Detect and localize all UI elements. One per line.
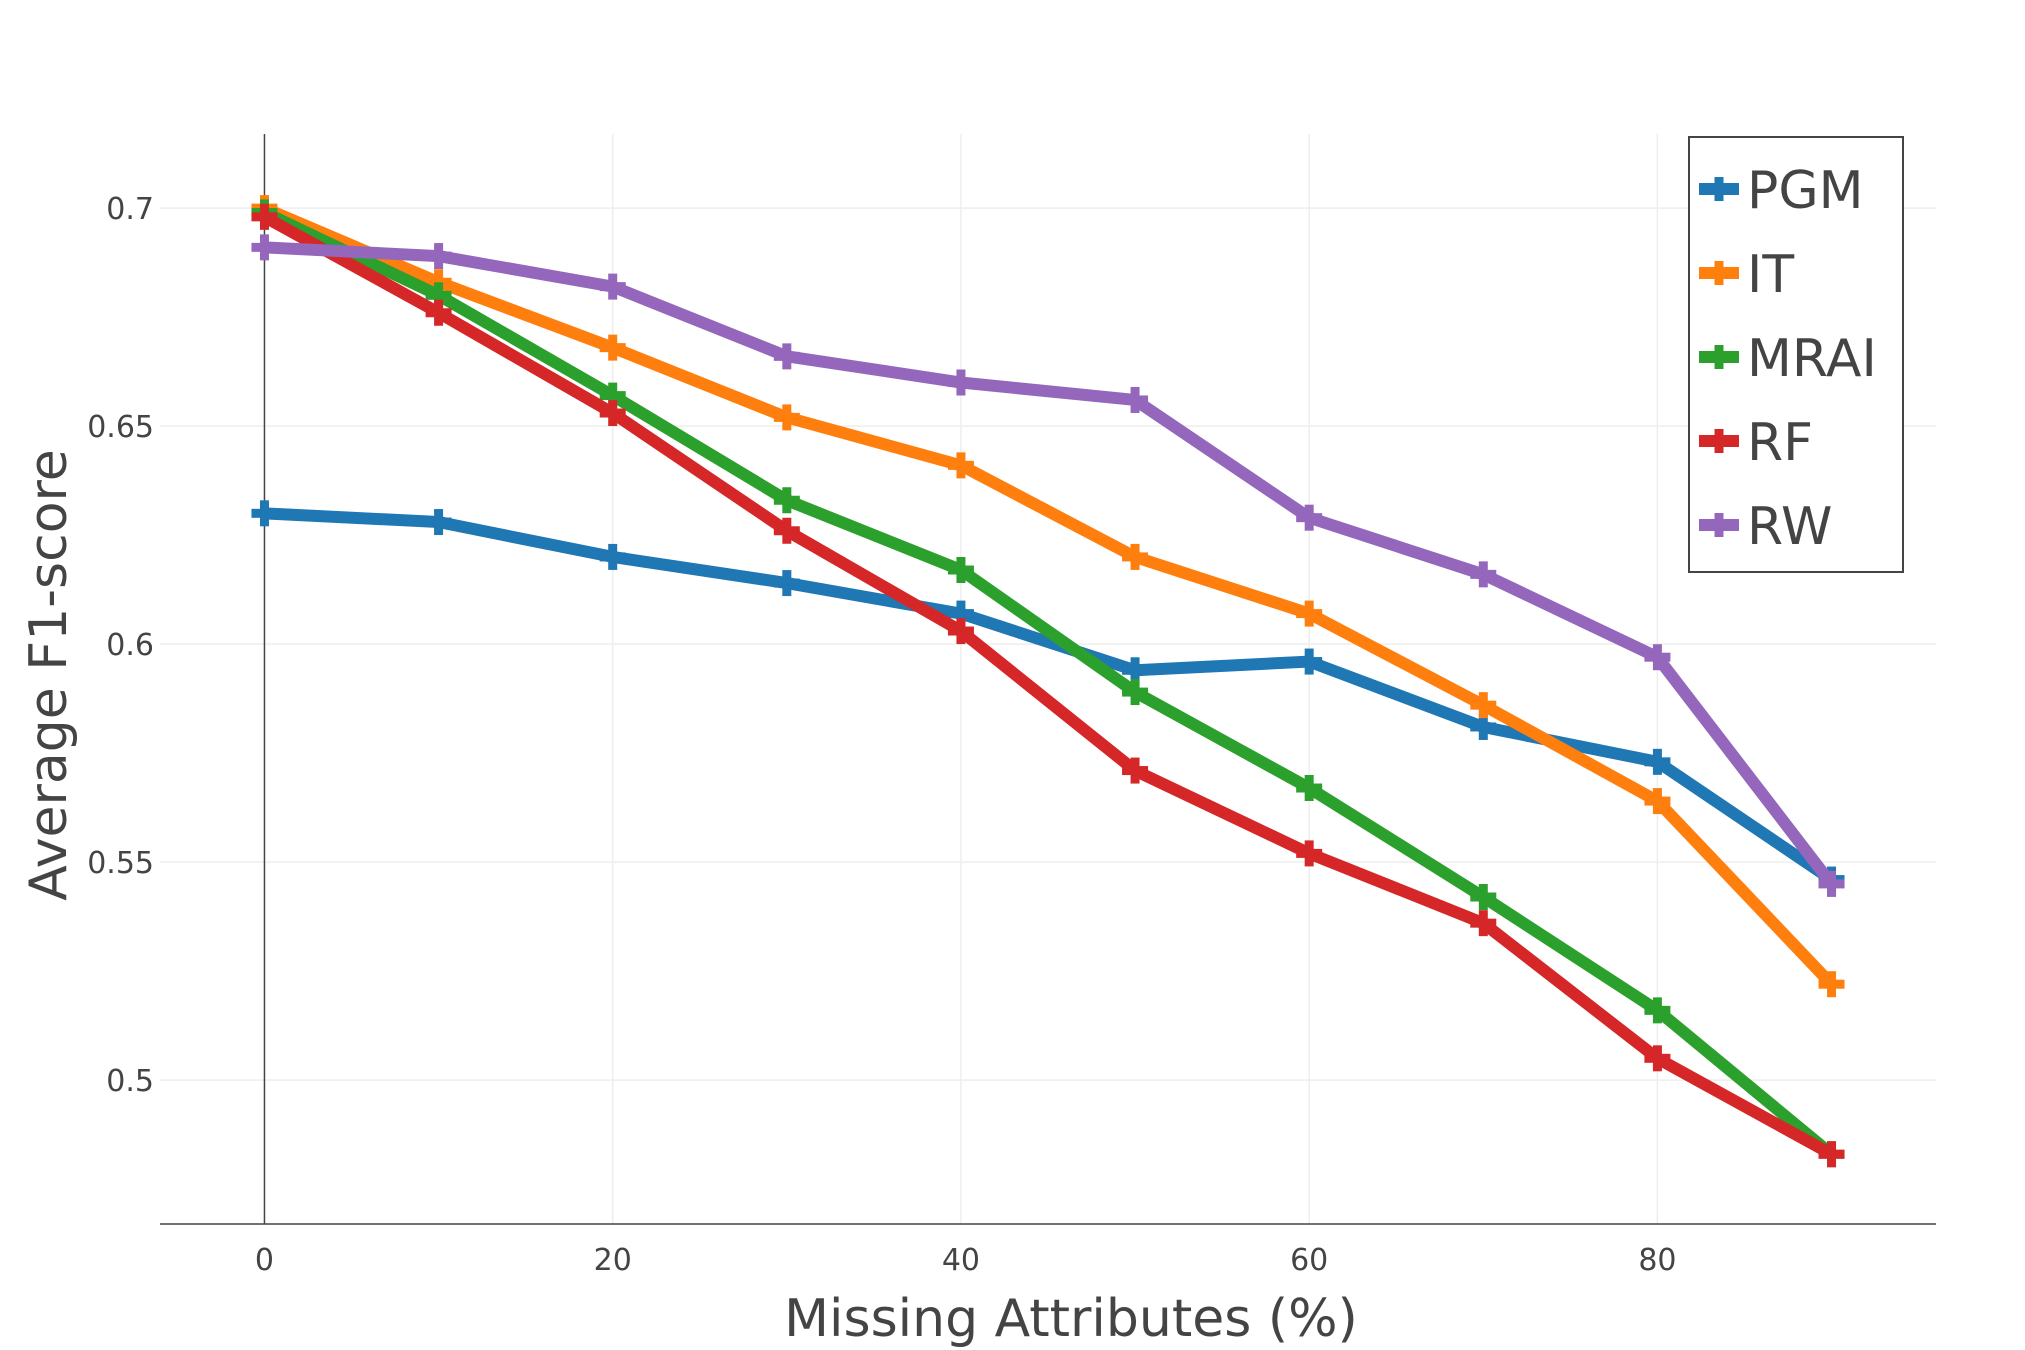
data-point xyxy=(1644,644,1671,671)
y-tick-label: 0.55 xyxy=(87,846,154,881)
data-point xyxy=(425,269,452,296)
data-point xyxy=(425,243,452,270)
data-point xyxy=(947,369,974,396)
data-point xyxy=(773,517,800,544)
series-line-pgm xyxy=(258,507,1838,886)
series-line-rf xyxy=(258,210,1838,1161)
series-line-mrai xyxy=(258,206,1838,1161)
series-line-it xyxy=(258,202,1838,991)
legend-item: RF xyxy=(1699,413,1813,473)
legend-label: IT xyxy=(1747,245,1794,305)
data-point xyxy=(1818,971,1845,998)
series-it xyxy=(251,195,1845,998)
data-point xyxy=(1122,543,1149,570)
tick-labels: 0 20 40 60 80 0.5 0.55 0.6 0.65 0.7 xyxy=(87,192,1676,1278)
data-point xyxy=(1296,600,1323,627)
series-line-rw xyxy=(258,241,1838,890)
data-point xyxy=(1644,748,1671,775)
legend-label: PGM xyxy=(1747,161,1864,221)
legend-marker xyxy=(1707,345,1731,369)
x-tick-label: 80 xyxy=(1638,1243,1676,1278)
legend-marker xyxy=(1707,261,1731,285)
data-series xyxy=(251,195,1845,1168)
y-tick-label: 0.5 xyxy=(106,1064,154,1099)
legend-marker xyxy=(1707,513,1731,537)
x-tick-label: 0 xyxy=(255,1243,274,1278)
legend-item: RW xyxy=(1699,497,1832,557)
legend-item: IT xyxy=(1699,245,1794,305)
data-point xyxy=(251,234,278,261)
data-point xyxy=(947,618,974,645)
data-point xyxy=(773,343,800,370)
x-tick-label: 20 xyxy=(594,1243,632,1278)
data-point xyxy=(773,487,800,514)
data-point xyxy=(1644,997,1671,1024)
data-point xyxy=(1122,657,1149,684)
data-point xyxy=(773,404,800,431)
y-axis-title: Average F1-score xyxy=(19,449,79,901)
data-point xyxy=(1470,713,1497,740)
data-point xyxy=(1296,775,1323,801)
data-point xyxy=(251,203,278,230)
x-tick-label: 40 xyxy=(942,1243,980,1278)
data-point xyxy=(773,570,800,597)
x-tick-label: 60 xyxy=(1290,1243,1328,1278)
data-point xyxy=(1818,870,1845,897)
data-point xyxy=(1470,884,1497,910)
data-point xyxy=(599,400,626,427)
data-point xyxy=(599,273,626,300)
data-point xyxy=(1296,648,1323,675)
data-point xyxy=(1644,1045,1671,1072)
legend-item: MRAI xyxy=(1699,329,1877,389)
data-point xyxy=(1122,386,1149,413)
data-point xyxy=(947,600,974,627)
series-rw xyxy=(251,234,1845,897)
data-point xyxy=(947,452,974,479)
x-axis-title: Missing Attributes (%) xyxy=(784,1289,1358,1349)
data-point xyxy=(1296,504,1323,531)
y-tick-label: 0.65 xyxy=(87,410,154,445)
series-pgm xyxy=(251,500,1845,893)
data-point xyxy=(1470,561,1497,588)
legend-marker xyxy=(1707,429,1731,453)
legend: PGM IT MRAI RF RW xyxy=(1688,136,1904,573)
data-point xyxy=(1122,757,1149,784)
legend-marker xyxy=(1707,177,1731,201)
data-point xyxy=(1296,840,1323,867)
legend-label: RF xyxy=(1747,413,1813,473)
data-point xyxy=(1470,910,1497,937)
grid-lines xyxy=(160,134,1936,1224)
data-point xyxy=(947,557,974,583)
data-point xyxy=(425,509,452,536)
data-point xyxy=(599,543,626,570)
y-tick-label: 0.7 xyxy=(106,192,154,227)
legend-label: RW xyxy=(1747,497,1832,557)
axes xyxy=(160,134,1936,1225)
data-point xyxy=(599,382,626,409)
data-point xyxy=(1818,1141,1845,1168)
data-point xyxy=(251,500,278,527)
data-point xyxy=(1122,679,1149,706)
data-point xyxy=(1470,692,1497,719)
y-tick-label: 0.6 xyxy=(106,628,154,663)
series-rf xyxy=(251,203,1845,1168)
data-point xyxy=(425,299,452,326)
legend-label: MRAI xyxy=(1747,329,1877,389)
data-point xyxy=(1644,788,1671,815)
data-point xyxy=(599,334,626,361)
data-point xyxy=(425,282,452,309)
legend-item: PGM xyxy=(1699,161,1864,221)
